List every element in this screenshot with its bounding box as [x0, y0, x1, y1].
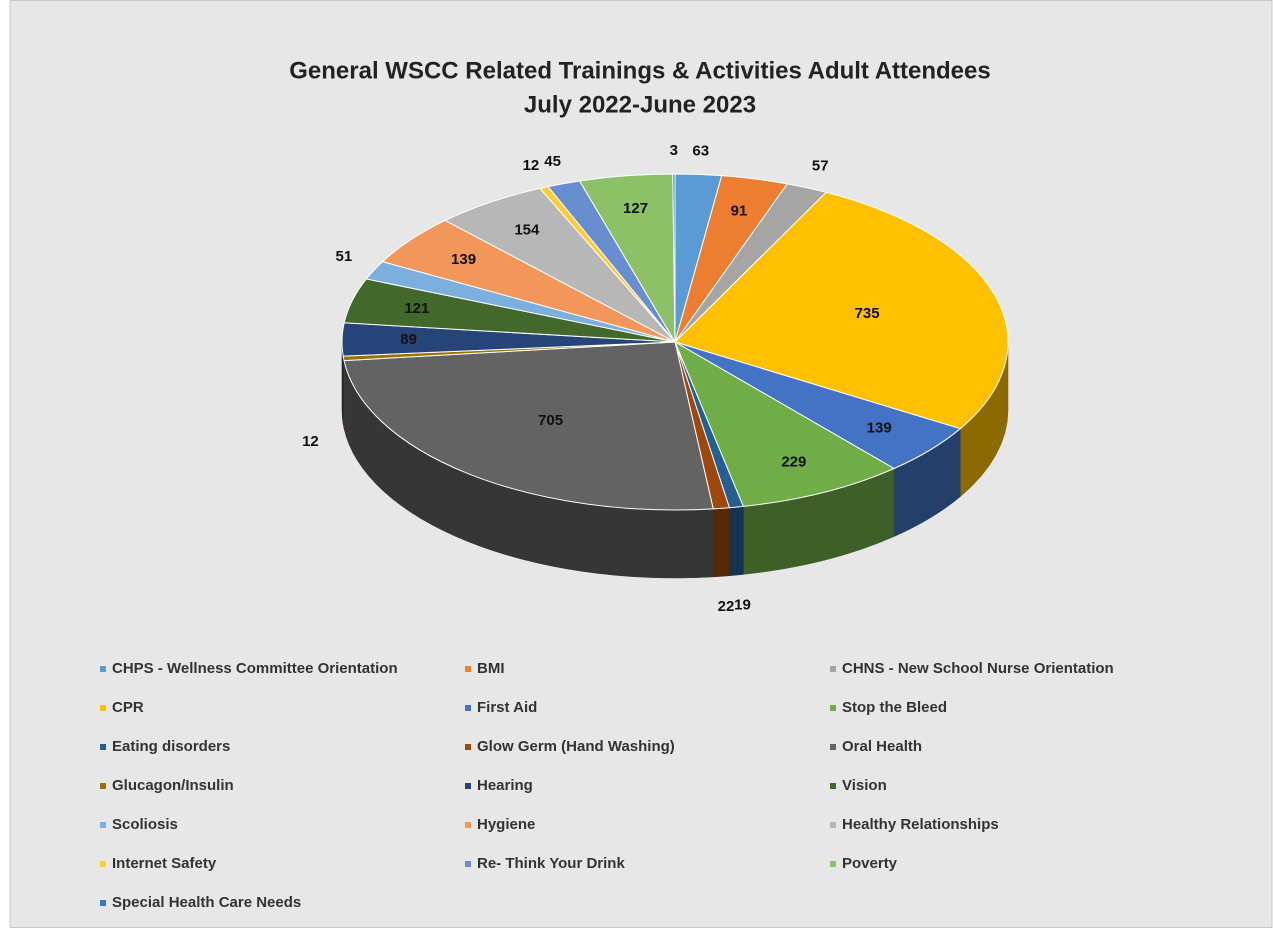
pie-side [712, 507, 730, 578]
pie-slice [672, 173, 676, 343]
legend-label: Internet Safety [112, 855, 217, 872]
legend-swatch [465, 666, 471, 672]
legend-label: Hearing [477, 777, 533, 794]
data-label: 121 [404, 300, 429, 317]
legend-label: Stop the Bleed [842, 699, 947, 716]
legend-label: CHNS - New School Nurse Orientation [842, 660, 1114, 677]
legend-swatch [830, 822, 836, 828]
legend-swatch [100, 666, 106, 672]
legend-label: Oral Health [842, 738, 922, 755]
chart-subtitle: July 2022-June 2023 [524, 91, 756, 118]
legend-swatch [100, 744, 106, 750]
legend-swatch [100, 900, 106, 906]
legend-label: Eating disorders [112, 738, 230, 755]
legend-label: Special Health Care Needs [112, 894, 301, 911]
data-label: 139 [867, 419, 892, 436]
legend-swatch [100, 861, 106, 867]
pie-slice [674, 191, 1009, 430]
data-label: 22 [718, 598, 735, 615]
legend-label: Vision [842, 777, 887, 794]
legend-swatch [830, 666, 836, 672]
data-label: 63 [692, 143, 709, 160]
data-label: 57 [812, 157, 829, 174]
data-label: 229 [781, 453, 806, 470]
data-label: 154 [514, 221, 540, 238]
legend-label: CHPS - Wellness Committee Orientation [112, 660, 398, 677]
legend-swatch [100, 705, 106, 711]
data-label: 45 [544, 153, 561, 170]
legend-swatch [830, 705, 836, 711]
legend-swatch [100, 783, 106, 789]
data-label: 139 [451, 251, 476, 268]
pie-slice [673, 340, 896, 507]
pie-slice [343, 341, 714, 511]
legend-label: Scoliosis [112, 816, 178, 833]
data-label: 735 [855, 305, 880, 322]
legend-swatch [465, 822, 471, 828]
legend-swatch [100, 822, 106, 828]
data-label: 19 [734, 597, 751, 614]
legend-swatch [830, 744, 836, 750]
legend-label: Re- Think Your Drink [477, 855, 625, 872]
legend-label: Glow Germ (Hand Washing) [477, 738, 675, 755]
data-label: 3 [670, 142, 678, 159]
legend-label: Poverty [842, 855, 898, 872]
legend-label: BMI [477, 660, 505, 677]
legend-swatch [465, 705, 471, 711]
data-label: 127 [623, 200, 648, 217]
legend-swatch [830, 783, 836, 789]
data-label: 12 [302, 433, 319, 450]
data-label: 91 [731, 202, 748, 219]
data-label: 705 [538, 412, 563, 429]
legend-swatch [830, 861, 836, 867]
legend-swatch [465, 783, 471, 789]
data-label: 51 [336, 248, 353, 265]
legend-label: Healthy Relationships [842, 816, 999, 833]
legend-label: CPR [112, 699, 144, 716]
chart-title: General WSCC Related Trainings & Activit… [289, 57, 990, 84]
pie-side [729, 506, 744, 577]
data-label: 89 [400, 331, 417, 348]
legend-label: Hygiene [477, 816, 535, 833]
legend-swatch [465, 744, 471, 750]
legend-swatch [465, 861, 471, 867]
legend-label: First Aid [477, 699, 537, 716]
legend-label: Glucagon/Insulin [112, 777, 234, 794]
data-label: 12 [523, 157, 540, 174]
